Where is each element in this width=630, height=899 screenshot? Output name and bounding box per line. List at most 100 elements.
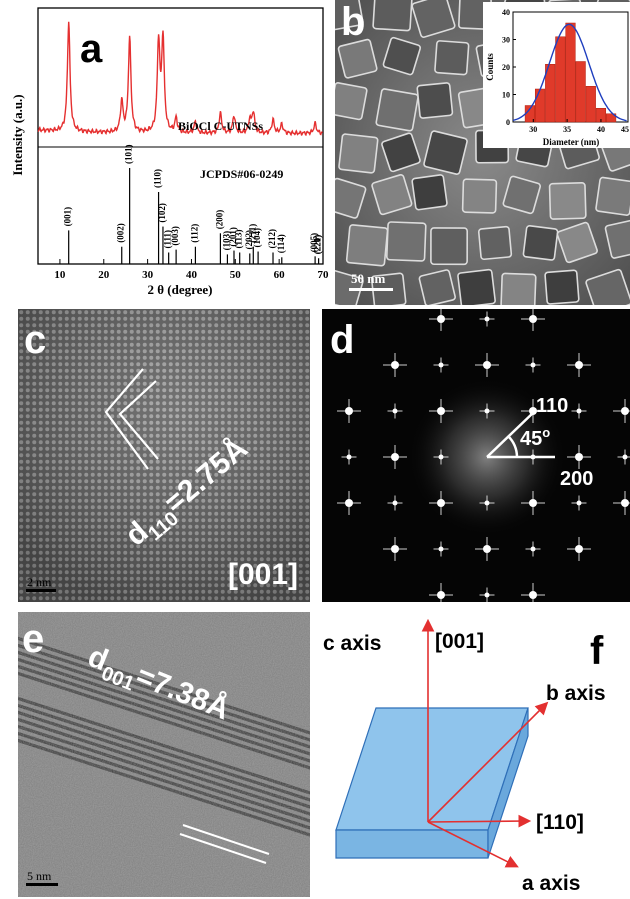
nanocube: [411, 174, 448, 211]
scalebar-b-label: 50 nm: [351, 271, 386, 286]
gaussian-fit-line: [512, 23, 627, 122]
xrd-reference-sticks: (001) (002) (101) (110) (102) (111)(003) (112)…: [63, 145, 323, 264]
nanocube: [386, 221, 427, 262]
dir-110-arrow: [427, 814, 532, 828]
hist-y-label: Counts: [485, 53, 495, 81]
nanocube: [477, 225, 513, 261]
x-tick-label: 40: [186, 269, 198, 281]
nanocube: [434, 40, 470, 76]
nanocube: [544, 269, 580, 305]
hkl-label: (114): [276, 234, 286, 253]
nanocube: [522, 225, 559, 261]
xrd-frame: [37, 7, 324, 265]
nanocube: [416, 82, 454, 119]
histogram-bar: [606, 113, 617, 123]
nanocube: [375, 88, 419, 132]
hkl-label: (103): [221, 231, 231, 251]
nanocube: [548, 182, 587, 220]
histogram-bar: [565, 22, 576, 123]
hkl-label: (220): [313, 235, 323, 255]
fft-spots: [337, 309, 630, 602]
xrd-x-ticks: 10 20 30 40 50 60 70: [54, 259, 329, 281]
hkl-label: (104): [252, 228, 262, 248]
panel-d-letter: d: [330, 318, 354, 362]
hist-x-tick-label: 40: [597, 125, 605, 134]
hist-y-tick-label: 30: [502, 36, 510, 45]
nanocube: [381, 132, 421, 173]
hkl-label: (110): [153, 169, 163, 188]
hist-y-tick-label: 0: [506, 118, 510, 127]
hkl-label: (221): [313, 235, 323, 255]
panel-c-hrtem: d110=2.75Å [001] c 2 nm: [18, 309, 310, 602]
histogram-bar: [534, 88, 546, 123]
angle-label: 45o: [520, 425, 550, 450]
panel-b-letter: b: [341, 0, 366, 44]
b-axis-arrow: [427, 701, 549, 823]
fft-pattern: 110 200 45o d: [322, 309, 630, 602]
nanocube: [500, 272, 537, 305]
nanocube: [335, 0, 364, 31]
histogram-bar: [545, 64, 556, 123]
nanocube: [595, 176, 630, 216]
nanocube: [418, 269, 456, 305]
nanocube: [430, 227, 468, 266]
nanocube: [382, 36, 422, 76]
tem-image-b: [335, 0, 630, 305]
hkl-label: (002): [116, 223, 126, 243]
x-tick-label: 20: [98, 269, 110, 281]
c-axis-label: c axis: [323, 632, 381, 655]
panel-e-hrtem: d001=7.38Å e 5 nm: [18, 612, 310, 897]
panel-d-fft: 110 200 45o d: [322, 309, 630, 602]
hrtem-side-e: d001=7.38Å e 5 nm: [18, 612, 310, 897]
hkl-label: (202): [244, 230, 254, 250]
lattice-angle-mark-outer: [104, 368, 149, 470]
panel-c-letter: c: [24, 318, 46, 362]
y-axis-label: Intensity (a.u.): [10, 94, 25, 175]
nanocube: [604, 218, 630, 259]
dir-110-label: [110]: [536, 811, 584, 834]
nanocube: [502, 175, 541, 215]
histogram-bar: [575, 61, 586, 123]
hkl-label: (003): [170, 226, 180, 246]
panel-f-schematic: c axis [001] b axis [110] a axis f: [318, 612, 630, 899]
hist-y-tick-label: 40: [502, 8, 510, 17]
histogram-bar: [585, 86, 596, 123]
vector-110: [486, 410, 536, 458]
hkl-label: (212): [267, 229, 277, 249]
panel-e-letter: e: [22, 617, 44, 661]
lattice-angle-mark-inner: [118, 380, 159, 460]
nanocube: [335, 269, 364, 305]
hist-y-tick-label: 20: [502, 63, 510, 72]
b-axis-label: b axis: [546, 682, 606, 705]
nanocube: [461, 178, 498, 214]
nanocube: [411, 0, 456, 38]
hkl-label: (102): [157, 203, 167, 223]
hkl-label: (201): [228, 227, 238, 247]
hkl-label: (112): [189, 224, 199, 243]
hist-x-tick-label: 30: [529, 125, 537, 134]
nanocube: [457, 268, 496, 305]
x-tick-label: 30: [142, 269, 154, 281]
zone-axis-label: [001]: [228, 558, 298, 591]
nanocube: [423, 130, 468, 175]
fringe-mark-1: [182, 824, 270, 855]
fringe-mark-2: [179, 833, 267, 864]
hkl-label: (200): [214, 210, 224, 230]
hist-x-label: Diameter (nm): [543, 137, 600, 147]
nanocube: [371, 174, 413, 216]
x-axis-label: 2 θ (degree): [147, 282, 212, 297]
nanocube: [337, 38, 378, 79]
x-tick-label: 70: [318, 269, 330, 281]
reference-label: JCPDS#06-0249: [200, 167, 283, 181]
hist-x-tick-label: 35: [563, 125, 571, 134]
xrd-pattern-line: [37, 21, 323, 137]
scalebar-e: [26, 883, 58, 886]
histogram-inset: 30 35 40 45 0 10 20 30 40 Diameter (nm) Counts: [483, 2, 630, 148]
panel-f-letter: f: [590, 629, 604, 673]
nanocube: [556, 221, 598, 264]
hist-y-tick-label: 10: [502, 91, 510, 100]
x-tick-label: 10: [54, 269, 66, 281]
c-axis-direction: [001]: [435, 630, 484, 653]
label-110: 110: [536, 395, 568, 417]
hkl-label: (001): [63, 207, 73, 227]
